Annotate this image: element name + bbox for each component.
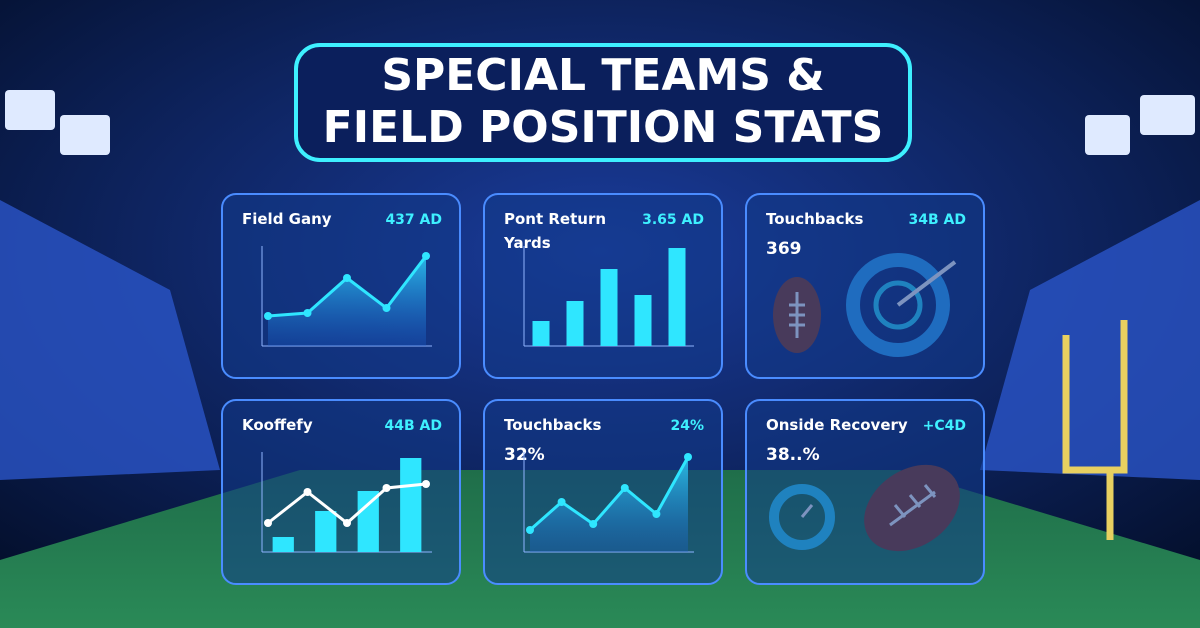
title: SPECIAL TEAMS & (381, 50, 824, 101)
panel-stat: 44B AD (385, 418, 442, 434)
lights (5, 90, 1195, 155)
bar (532, 321, 550, 346)
panel-stat: 34B AD (909, 212, 966, 228)
point (422, 480, 430, 488)
panel-stat: 3.65 AD (642, 212, 704, 228)
point (343, 274, 351, 282)
panel-title: Onside Recovery (766, 416, 908, 434)
panel-title: Kooffefy (242, 416, 313, 434)
bar (600, 269, 618, 346)
panel-stat: +C4D (923, 418, 966, 434)
bar (315, 511, 337, 552)
panel-title: Pont Return (504, 210, 606, 228)
point (303, 488, 312, 496)
panel-big-stat: 38..% (766, 445, 820, 465)
panel (745, 193, 985, 379)
bar (272, 537, 294, 552)
bar (566, 301, 584, 346)
point (557, 498, 566, 506)
panel-title: Field Gany (242, 210, 332, 228)
panel-stat: 437 AD (385, 212, 442, 228)
panel-title: Touchbacks (504, 416, 602, 434)
panel-title: Yards (503, 234, 551, 252)
stands (0, 200, 1200, 480)
panel-stat: 24% (670, 418, 704, 434)
goal-post (1062, 320, 1128, 540)
bar (357, 491, 379, 552)
point (382, 304, 391, 312)
point (382, 484, 391, 492)
title-box (294, 43, 912, 162)
point (589, 520, 598, 528)
panel-big-stat: 369 (766, 239, 802, 259)
area (268, 256, 426, 346)
point (652, 510, 661, 518)
point (264, 519, 272, 527)
point (303, 309, 312, 317)
bar (634, 295, 652, 346)
point (422, 252, 430, 260)
point (620, 484, 629, 492)
point (264, 312, 272, 320)
area (530, 457, 688, 552)
line (529, 456, 690, 532)
point (343, 519, 351, 527)
bar (400, 458, 422, 552)
panel-title: Touchbacks (766, 210, 864, 228)
panel (745, 399, 985, 585)
title: FIELD POSITION STATS (323, 102, 884, 153)
point (684, 453, 692, 461)
bar (668, 248, 686, 346)
point (526, 526, 534, 534)
